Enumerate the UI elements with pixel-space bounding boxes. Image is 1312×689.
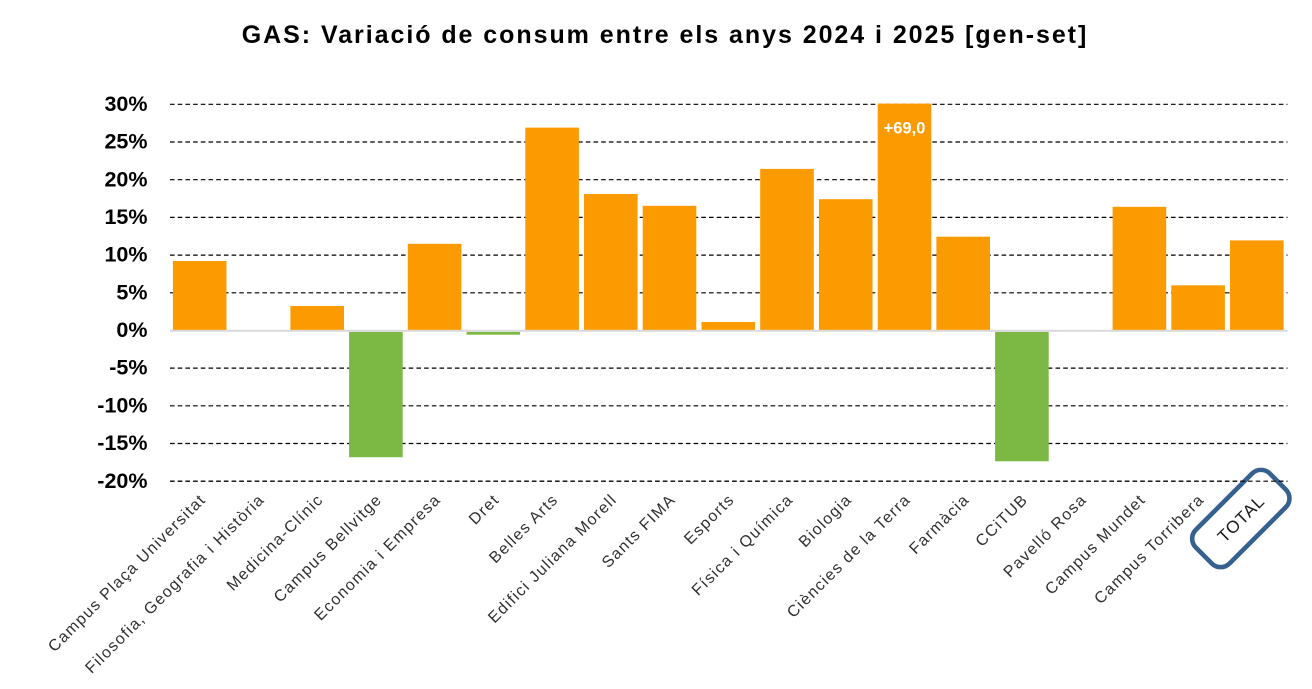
svg-text:5%: 5% bbox=[116, 280, 147, 304]
svg-text:-20%: -20% bbox=[97, 469, 147, 493]
svg-text:30%: 30% bbox=[104, 92, 147, 116]
svg-text:25%: 25% bbox=[104, 130, 147, 154]
svg-text:-15%: -15% bbox=[97, 431, 147, 455]
svg-text:0%: 0% bbox=[116, 318, 147, 342]
svg-text:-5%: -5% bbox=[109, 356, 147, 380]
svg-text:-10%: -10% bbox=[97, 393, 147, 417]
svg-text:10%: 10% bbox=[104, 243, 147, 267]
svg-text:+69,0: +69,0 bbox=[884, 120, 926, 138]
svg-text:20%: 20% bbox=[104, 167, 147, 191]
svg-text:15%: 15% bbox=[104, 205, 147, 229]
